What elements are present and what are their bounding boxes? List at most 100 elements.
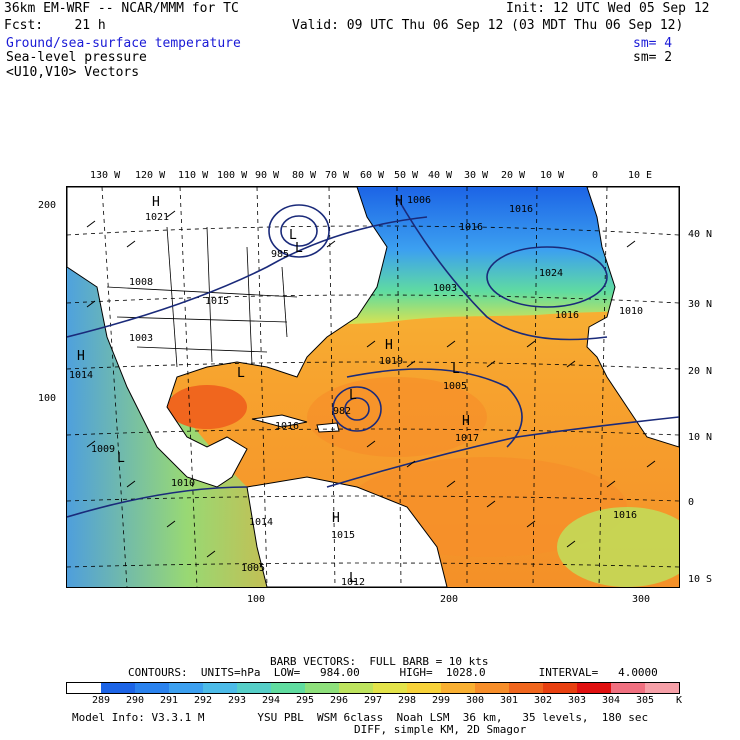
pressure-label: 1005 (241, 563, 266, 574)
lon-label: 40 W (428, 170, 453, 181)
colorbar-swatch (407, 683, 441, 693)
colorbar-swatch (135, 683, 169, 693)
colorbar-swatch (577, 683, 611, 693)
x-axis-label: 200 (440, 594, 459, 605)
lon-label: 110 W (178, 170, 209, 181)
field-label-vectors: <U10,V10> Vectors (6, 65, 140, 80)
colorbar-tick: 290 (126, 695, 145, 706)
valid-time: Valid: 09 UTC Thu 06 Sep 12 (03 MDT Thu … (292, 18, 684, 33)
hispaniola-island (316, 422, 340, 433)
field-sm-temperature: sm= 4 (633, 36, 673, 51)
state-boundaries (106, 226, 298, 368)
lon-label: 10 W (540, 170, 565, 181)
colorbar-tick: 289 (92, 695, 111, 706)
colorbar-swatch (271, 683, 305, 693)
field-label-pressure: Sea-level pressure (6, 50, 147, 65)
forecast-hour: Fcst: 21 h (4, 18, 106, 33)
colorbar-swatch (339, 683, 373, 693)
pressure-label: 1017 (455, 433, 480, 444)
x-axis-label: 100 (247, 594, 266, 605)
colorbar (66, 682, 680, 694)
colorbar-swatch (543, 683, 577, 693)
lat-label: 40 N (688, 229, 713, 240)
lon-label: 10 E (628, 170, 653, 181)
pressure-label: 1008 (129, 277, 154, 288)
pressure-label: 1003 (129, 333, 154, 344)
pressure-label: 1006 (407, 195, 432, 206)
south-atlantic-cool (557, 507, 679, 587)
pressure-label: 985 (271, 249, 290, 260)
colorbar-tick: 294 (262, 695, 281, 706)
atlantic-warm-pool (307, 377, 487, 457)
colorbar-units: K (676, 695, 683, 706)
lon-label: 20 W (501, 170, 526, 181)
africa-europe-land (586, 187, 679, 448)
colorbar-tick: 293 (228, 695, 247, 706)
lon-label: 30 W (464, 170, 489, 181)
model-info: Model Info: V3.3.1 M YSU PBL WSM 6class … (72, 711, 649, 724)
lon-label: 120 W (135, 170, 166, 181)
colorbar-tick: 291 (160, 695, 179, 706)
field-sm-pressure: sm= 2 (633, 50, 673, 65)
pressure-label: 1003 (433, 283, 458, 294)
colorbar-tick: 299 (432, 695, 451, 706)
pressure-label: 1010 (171, 478, 196, 489)
colorbar-tick: 300 (466, 695, 485, 706)
pressure-label: 1024 (539, 268, 564, 279)
pressure-center: L (117, 451, 125, 466)
pressure-label: 1021 (145, 212, 170, 223)
model-title: 36km EM-WRF -- NCAR/MMM for TC (4, 1, 239, 16)
lon-label: 70 W (325, 170, 350, 181)
south-america-land (246, 476, 448, 587)
isobars (67, 196, 679, 518)
pressure-center: H (332, 511, 340, 526)
pressure-label: 1014 (249, 517, 274, 528)
lat-label: 20 N (688, 366, 713, 377)
contours-note: CONTOURS: UNITS=hPa LOW= 984.00 HIGH= 10… (128, 666, 658, 679)
y-axis-label: 100 (38, 393, 57, 404)
colorbar-tick: 295 (296, 695, 315, 706)
pressure-label: 1012 (341, 577, 366, 588)
lon-label: 90 W (255, 170, 280, 181)
colorbar-swatch (101, 683, 135, 693)
colorbar-swatch (67, 683, 101, 693)
lat-label: 10 S (688, 574, 713, 585)
pressure-center: H (77, 349, 85, 364)
pressure-label: 1014 (69, 370, 94, 381)
pressure-center: H (385, 338, 393, 353)
colorbar-swatch (169, 683, 203, 693)
colorbar-swatch (373, 683, 407, 693)
lat-label: 30 N (688, 299, 713, 310)
pressure-label: 1015 (331, 530, 356, 541)
pressure-label: 1016 (613, 510, 638, 521)
pressure-label: 1009 (91, 444, 116, 455)
model-info-2: DIFF, simple KM, 2D Smagor (354, 723, 527, 736)
pressure-label: 1005 (443, 381, 468, 392)
colorbar-swatch (475, 683, 509, 693)
lon-label: 60 W (360, 170, 385, 181)
lon-label: 100 W (217, 170, 248, 181)
pressure-label: 1015 (205, 296, 230, 307)
wind-barbs (86, 210, 656, 558)
gulf-warm-pool (167, 385, 247, 429)
colorbar-tick: 304 (602, 695, 621, 706)
lat-label: 10 N (688, 432, 713, 443)
pressure-center: L (289, 228, 297, 243)
colorbar-swatch (611, 683, 645, 693)
lon-label: 130 W (90, 170, 121, 181)
colorbar-tick: 296 (330, 695, 349, 706)
colorbar-swatch (441, 683, 475, 693)
pressure-center: H (395, 194, 403, 209)
pressure-label: 1016 (555, 310, 580, 321)
pressure-center: L (349, 571, 357, 586)
colorbar-tick: 298 (398, 695, 417, 706)
north-america-land (67, 187, 388, 488)
colorbar-tick: 292 (194, 695, 213, 706)
y-axis-label: 200 (38, 200, 57, 211)
map-canvas (67, 187, 679, 587)
field-label-temperature: Ground/sea-surface temperature (6, 36, 241, 51)
colorbar-tick: 301 (500, 695, 519, 706)
pressure-center: L (237, 366, 245, 381)
colorbar-tick: 297 (364, 695, 383, 706)
init-time: Init: 12 UTC Wed 05 Sep 12 (506, 1, 710, 16)
